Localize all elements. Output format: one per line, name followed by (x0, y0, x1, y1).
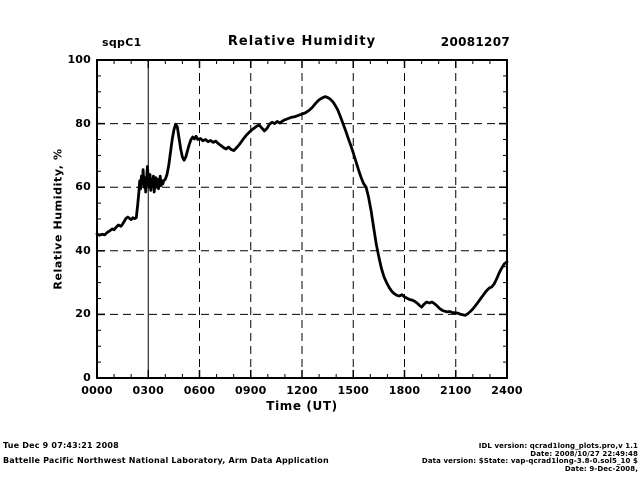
y-tick-label: 60 (75, 180, 91, 194)
x-tick-label: 2400 (491, 384, 523, 397)
x-tick-label: 0600 (183, 384, 216, 397)
organization-label: Battelle Pacific Northwest National Labo… (3, 456, 329, 465)
site-label: sqpC1 (102, 36, 142, 49)
x-tick-label: 0900 (235, 384, 267, 397)
data-version-label: Data version: $State: vap-qcrad1long-3.8… (421, 457, 638, 465)
y-tick-label: 100 (67, 53, 91, 66)
y-tick-label: 0 (83, 371, 91, 384)
idl-version-label: IDL version: qcrad1long_plots.pro,v 1.1 (478, 442, 638, 450)
data-line (95, 95, 509, 317)
chart-title: Relative Humidity (227, 34, 377, 49)
idl-date-label: Date: 2008/10/27 22:49:48 (530, 449, 638, 458)
x-tick-label: 0300 (132, 384, 164, 397)
x-tick-label: 0000 (81, 384, 113, 397)
date-label: 20081207 (440, 35, 510, 49)
x-tick-label: 1200 (286, 384, 318, 397)
x-tick-label: 1500 (337, 384, 369, 397)
y-tick-label: 20 (75, 307, 91, 321)
timestamp-label: Tue Dec 9 07:43:21 2008 (3, 441, 119, 450)
data-date-label: Date: 9-Dec-2008, (564, 464, 638, 473)
y-tick-label: 80 (75, 116, 91, 130)
x-axis-title: Time (UT) (266, 399, 338, 413)
x-tick-label: 2100 (440, 384, 472, 397)
y-tick-label: 40 (75, 243, 91, 257)
x-tick-label: 1800 (388, 384, 421, 397)
